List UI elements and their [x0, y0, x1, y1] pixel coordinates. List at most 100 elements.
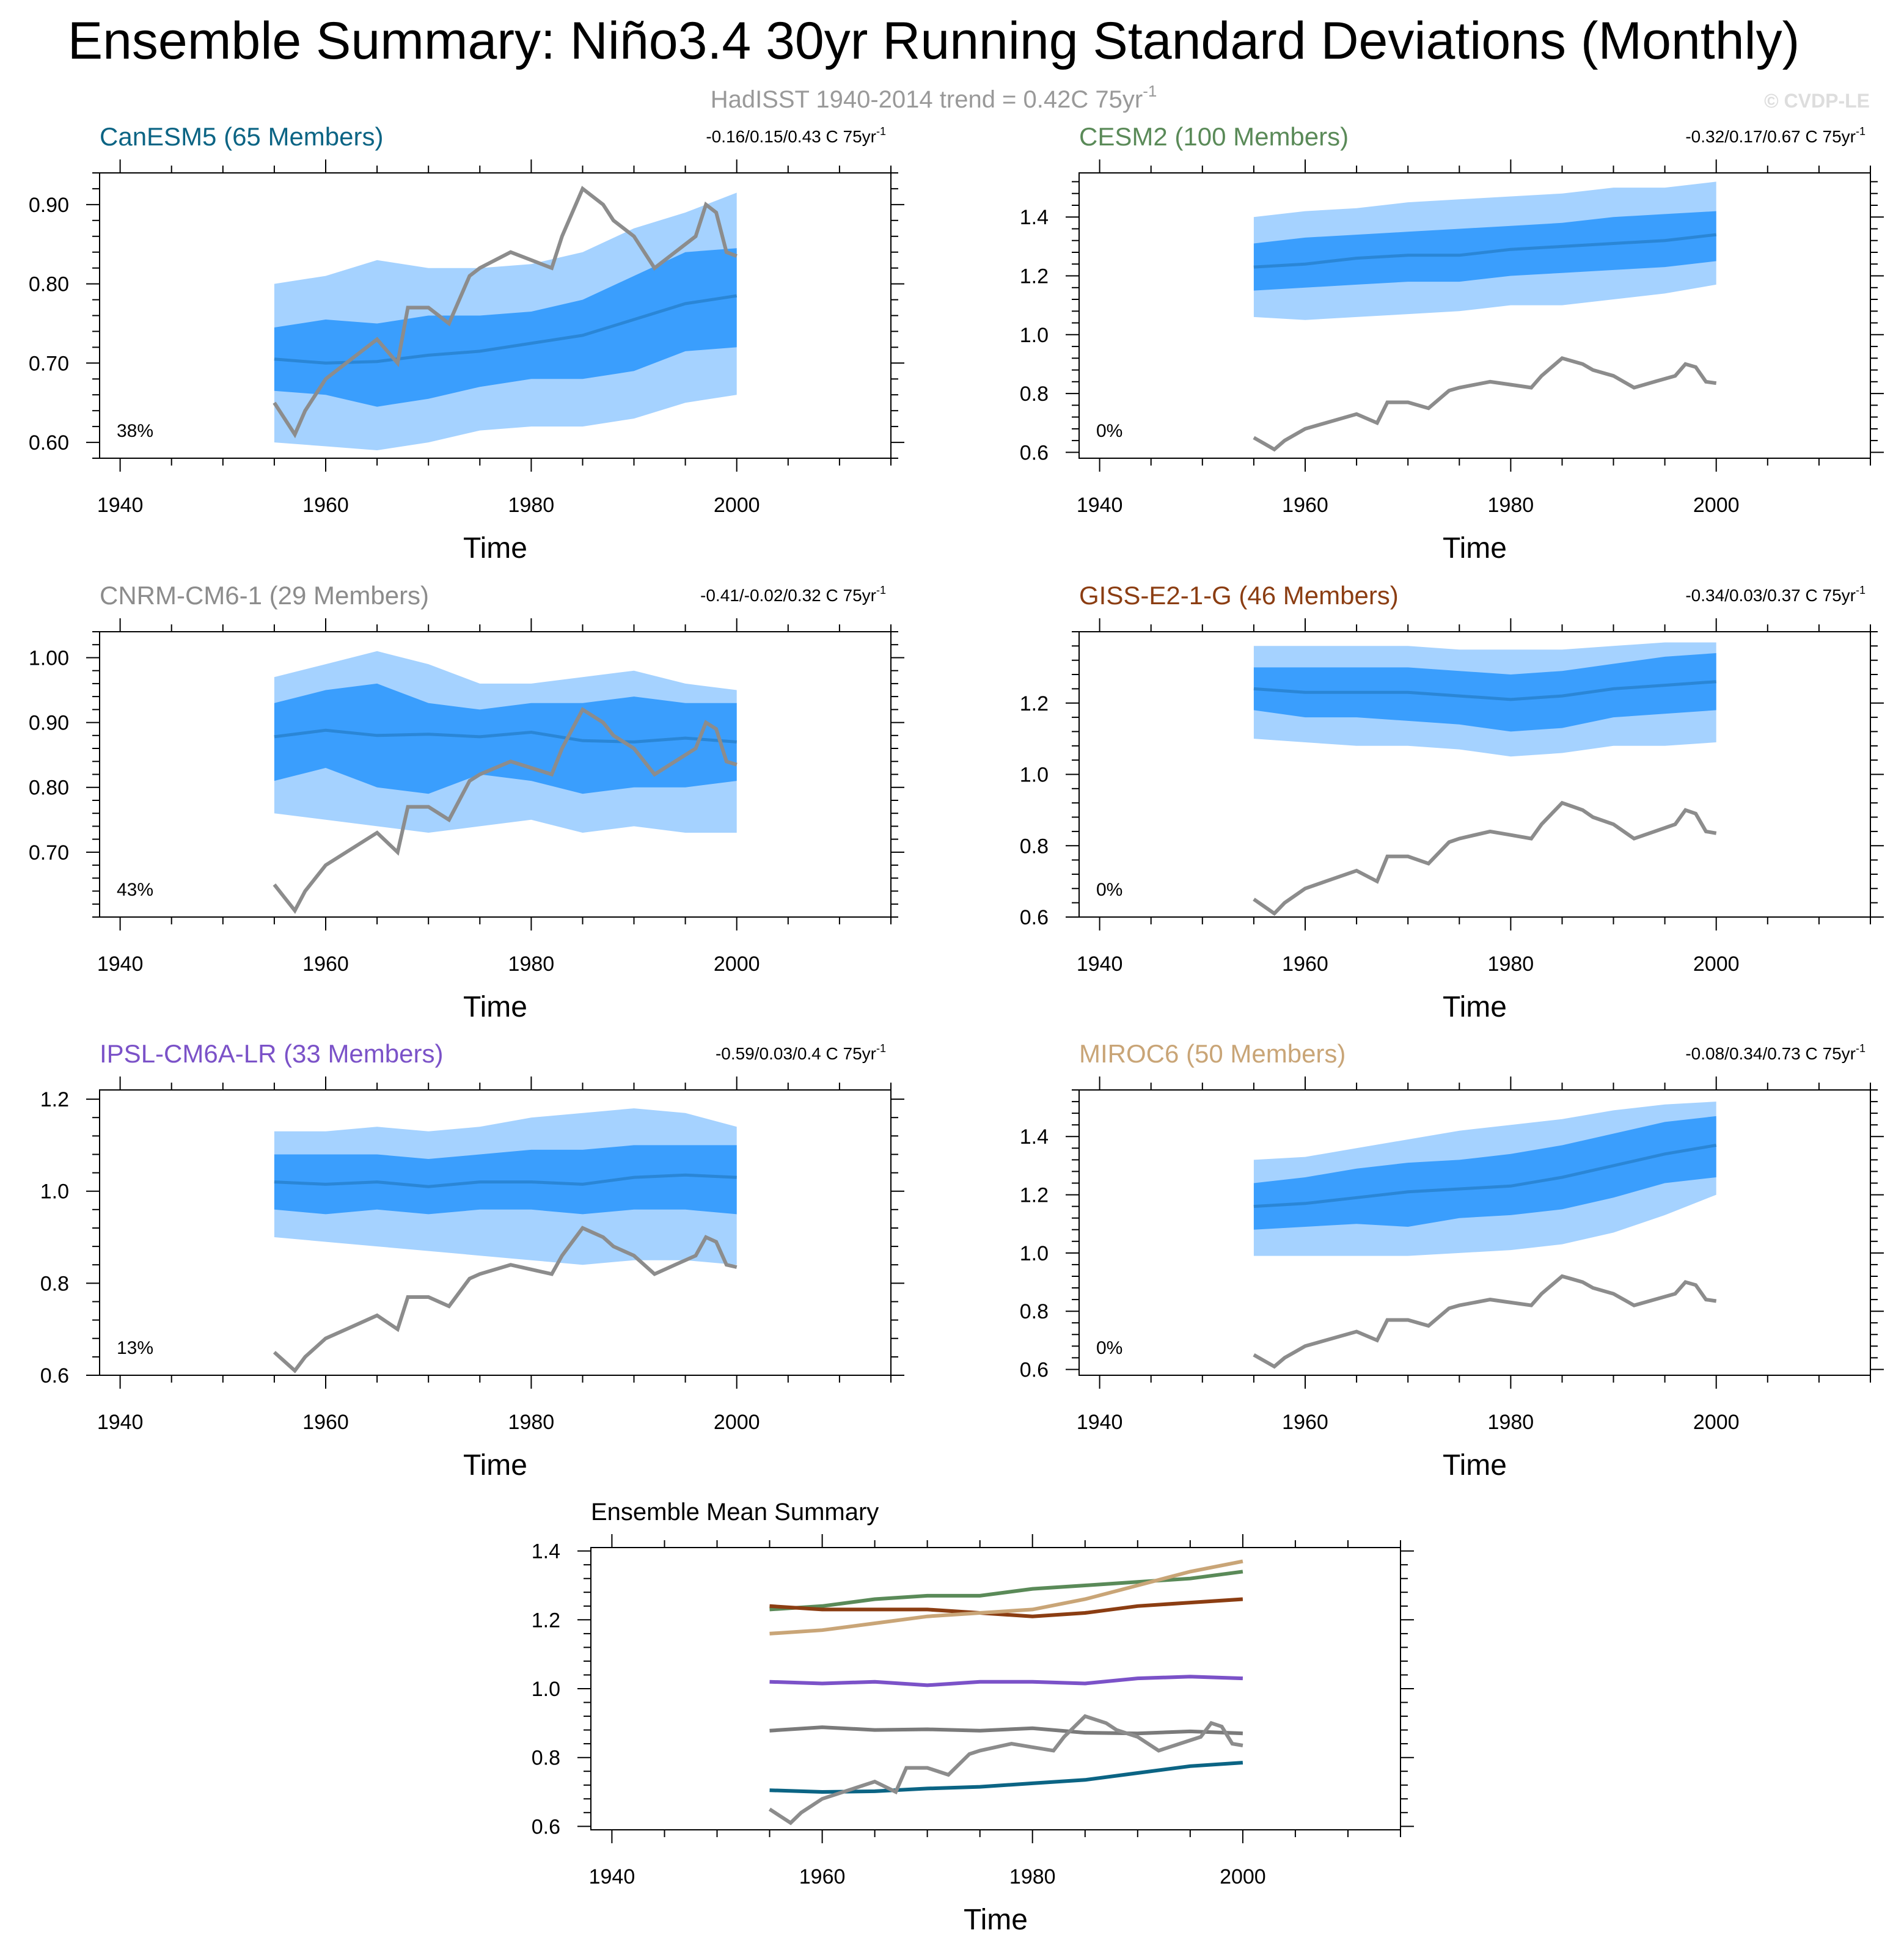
- inner-spread-band: [274, 248, 737, 407]
- x-axis-label: Time: [463, 532, 527, 565]
- trend-label: -0.32/0.17/0.67 C 75yr-1: [1685, 125, 1866, 146]
- percent-label: 0%: [1096, 421, 1122, 441]
- y-tick-label: 0.8: [40, 1272, 69, 1295]
- y-tick-label: 0.6: [532, 1815, 560, 1838]
- plot-area: [1253, 181, 1717, 452]
- panels: 1940 1960 1980 2000 0.60 0.70 0.80 0.90 Time CanE…: [29, 122, 1884, 1936]
- trend-label: -0.41/-0.02/0.32 C 75yr-1: [700, 584, 886, 605]
- y-tick-label: 0.6: [40, 1364, 69, 1387]
- x-tick-label: 2000: [1220, 1865, 1266, 1888]
- observed-line: [273, 707, 738, 914]
- y-tick-label: 1.0: [1020, 1242, 1049, 1265]
- y-tick-label: 0.80: [29, 777, 69, 800]
- y-tick-label: 1.0: [1020, 324, 1049, 347]
- ensemble-mean-line: [1253, 233, 1716, 269]
- y-tick-label: 0.8: [1020, 1300, 1049, 1323]
- panel-5: 1940 1960 1980 2000 0.6 0.8 1.0 1.2 1.4 Time MIROC…: [1020, 1039, 1884, 1482]
- x-tick-label: 1940: [589, 1865, 635, 1888]
- y-tick-label: 1.4: [1020, 1125, 1049, 1149]
- y-tick-label: 1.0: [532, 1678, 560, 1701]
- y-tick-label: 1.0: [40, 1180, 69, 1204]
- figure-subtitle: HadISST 1940-2014 trend = 0.42C 75yr-1: [711, 82, 1157, 113]
- panel-2: 1940 1960 1980 2000 0.70 0.80 0.90 1.00 Time CNRM…: [29, 581, 904, 1023]
- y-tick-label: 1.2: [1020, 265, 1049, 288]
- panel-title: CESM2 (100 Members): [1079, 122, 1349, 151]
- plot-area: [273, 1108, 738, 1373]
- x-tick-label: 1960: [799, 1865, 846, 1888]
- x-axis-label: Time: [463, 1449, 527, 1482]
- y-tick-label: 1.0: [1020, 764, 1049, 787]
- plot-frame: [99, 1089, 892, 1376]
- x-tick-label: 1940: [1077, 494, 1123, 517]
- trend-text: -0.32/0.17/0.67 C 75yr: [1685, 127, 1856, 146]
- y-tick-label: 1.2: [532, 1609, 560, 1632]
- ensemble-mean-line: [274, 1173, 737, 1188]
- x-tick-label: 2000: [1693, 1411, 1740, 1434]
- plot-area: [1253, 1102, 1717, 1369]
- x-tick-label: 1940: [97, 1411, 144, 1434]
- trend-sup: -1: [1856, 125, 1866, 137]
- plot-frame: [1078, 172, 1871, 459]
- series-line-miroc6: [769, 1559, 1243, 1636]
- inner-spread-band: [1253, 1116, 1716, 1230]
- x-tick-label: 1980: [508, 1411, 555, 1434]
- x-axis-label: Time: [1443, 532, 1507, 565]
- x-tick-label: 2000: [714, 952, 760, 976]
- percent-label: 38%: [117, 421, 153, 441]
- y-tick-label: 0.8: [1020, 382, 1049, 406]
- x-tick-label: 1960: [302, 494, 349, 517]
- y-tick-label: 1.2: [1020, 692, 1049, 715]
- percent-label: 0%: [1096, 1338, 1122, 1358]
- x-tick-label: 1960: [1282, 952, 1328, 976]
- panel-title: GISS-E2-1-G (46 Members): [1079, 581, 1399, 610]
- panel-3: 1940 1960 1980 2000 0.6 0.8 1.0 1.2 Time GISS-E2-…: [1020, 581, 1884, 1023]
- x-axis-label: Time: [964, 1904, 1028, 1936]
- observed-line: [768, 1714, 1243, 1826]
- x-tick-label: 1960: [1282, 494, 1328, 517]
- observed-line: [1253, 800, 1717, 916]
- y-tick-label: 0.60: [29, 431, 69, 455]
- y-tick-label: 0.6: [1020, 906, 1049, 929]
- inner-spread-band: [274, 683, 737, 794]
- x-tick-label: 1980: [1488, 494, 1534, 517]
- panel-6: 1940 1960 1980 2000 0.6 0.8 1.0 1.2 1.4 Time Ensem…: [532, 1499, 1414, 1936]
- panel-4: 1940 1960 1980 2000 0.6 0.8 1.0 1.2 Time IPSL-CM6…: [40, 1039, 904, 1482]
- y-tick-label: 0.6: [1020, 1358, 1049, 1381]
- plot-area: [273, 651, 738, 914]
- observed-line: [1253, 356, 1717, 452]
- observed-line: [273, 1226, 738, 1373]
- panel-title: CanESM5 (65 Members): [100, 122, 383, 151]
- x-tick-label: 1960: [302, 1411, 349, 1434]
- x-tick-label: 1980: [1488, 1411, 1534, 1434]
- percent-label: 43%: [117, 880, 153, 900]
- panel-title: CNRM-CM6-1 (29 Members): [100, 581, 429, 610]
- trend-sup: -1: [1856, 1042, 1866, 1055]
- y-tick-label: 0.90: [29, 194, 69, 217]
- plot-frame: [1078, 1089, 1871, 1376]
- inner-spread-band: [1253, 653, 1716, 732]
- trend-label: -0.34/0.03/0.37 C 75yr-1: [1685, 584, 1866, 605]
- y-tick-label: 0.8: [532, 1747, 560, 1770]
- ensemble-mean-line: [274, 294, 738, 365]
- subtitle-sup: -1: [1143, 82, 1157, 100]
- trend-sup: -1: [876, 584, 886, 596]
- x-tick-label: 2000: [1693, 494, 1740, 517]
- trend-sup: -1: [876, 125, 886, 137]
- percent-label: 13%: [117, 1338, 153, 1358]
- series-line-cnrm-cm6-1: [769, 1725, 1243, 1736]
- panel-0: 1940 1960 1980 2000 0.60 0.70 0.80 0.90 Time CanE…: [29, 122, 904, 565]
- trend-text: -0.34/0.03/0.37 C 75yr: [1685, 586, 1856, 605]
- y-tick-label: 0.90: [29, 712, 69, 735]
- plot-area: [1253, 642, 1717, 916]
- panel-1: 1940 1960 1980 2000 0.6 0.8 1.0 1.2 1.4 Time CESM2…: [1020, 122, 1884, 565]
- inner-spread-band: [274, 1145, 737, 1215]
- x-axis-label: Time: [1443, 1449, 1507, 1482]
- x-tick-label: 1960: [302, 952, 349, 976]
- trend-text: -0.08/0.34/0.73 C 75yr: [1685, 1044, 1856, 1063]
- y-tick-label: 1.00: [29, 646, 69, 670]
- figure-title: Ensemble Summary: Niño3.4 30yr Running S…: [68, 12, 1800, 70]
- x-axis-label: Time: [1443, 991, 1507, 1023]
- x-tick-label: 1980: [508, 952, 555, 976]
- series-line-ipsl-cm6a-lr: [769, 1675, 1243, 1687]
